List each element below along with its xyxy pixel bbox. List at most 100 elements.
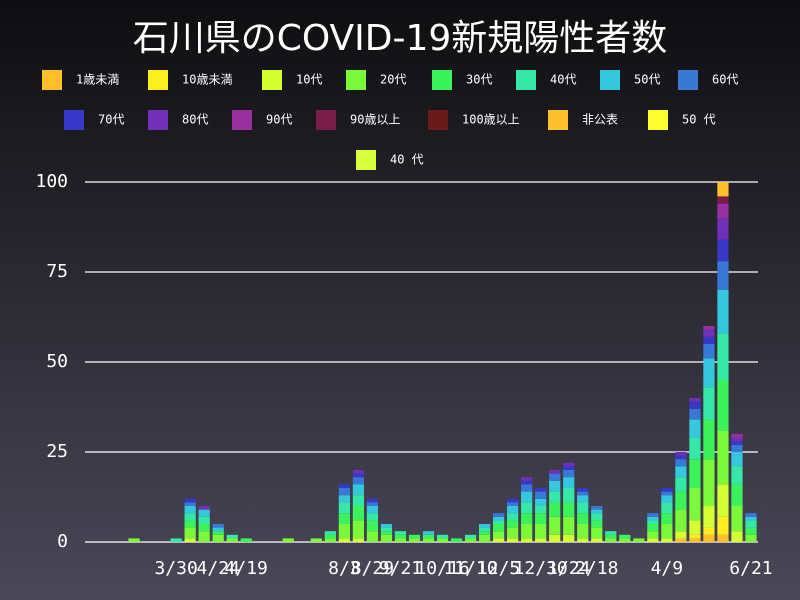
bar-segment <box>717 203 729 218</box>
bar-segment <box>226 534 238 539</box>
bar-segment <box>717 261 729 290</box>
legend-label: 100歳以上 <box>462 113 520 127</box>
legend-swatch <box>42 70 62 90</box>
bar-segment <box>352 538 365 542</box>
bar-segment <box>408 538 421 542</box>
bar-segment <box>689 408 701 420</box>
bar-segment <box>380 524 393 528</box>
bar-segment <box>324 534 336 539</box>
bar-segment <box>338 538 350 542</box>
bar-segment <box>577 513 589 524</box>
bar-segment <box>577 524 589 539</box>
bar-segment <box>338 484 350 488</box>
bar-segment <box>717 534 729 542</box>
bar-segment <box>689 520 701 535</box>
bar-segment <box>380 534 393 542</box>
bar-segment <box>703 419 715 460</box>
bar-segment <box>493 538 505 542</box>
x-tick-label: 12/5 <box>477 558 520 579</box>
bar-segment <box>338 488 350 496</box>
bar-segment <box>661 513 673 524</box>
x-tick-label: 4/9 <box>651 558 684 579</box>
bar-segment <box>563 534 575 542</box>
bar-segment <box>535 491 547 499</box>
bar-segment <box>717 333 729 380</box>
bar-segment <box>338 502 350 514</box>
bar-segment <box>745 516 757 521</box>
bar-segment <box>352 484 365 496</box>
bar-segment <box>212 534 224 542</box>
bar-segment <box>408 534 421 539</box>
bar-segment <box>521 480 533 485</box>
bar-segment <box>521 502 533 514</box>
bar-segment <box>352 495 365 506</box>
legend-label: 40代 <box>550 73 576 87</box>
bar-segment <box>507 520 519 528</box>
bar-segment <box>394 531 407 535</box>
bar-segment <box>675 491 687 510</box>
legend-swatch <box>678 70 698 90</box>
bar-segment <box>535 524 547 539</box>
x-tick-label: 2/18 <box>575 558 618 579</box>
legend-label: 10歳未満 <box>182 73 232 87</box>
bar-segment <box>478 524 491 528</box>
bar-segment <box>535 538 547 542</box>
legend-swatch <box>600 70 620 90</box>
legend-swatch <box>148 110 168 130</box>
bar-segment <box>591 520 603 528</box>
bar-segment <box>647 538 659 542</box>
bar-segment <box>647 520 659 524</box>
bar-segment <box>535 498 547 506</box>
bar-segment <box>464 534 477 539</box>
bar-segment <box>591 538 603 542</box>
bar-segment <box>352 520 365 539</box>
bar-segment <box>198 509 210 517</box>
x-tick-label: 12/30 <box>514 558 568 579</box>
x-tick-label: 8/29 <box>351 558 394 579</box>
bar-segment <box>577 495 589 503</box>
bar-segment <box>731 452 743 467</box>
bar-segment <box>282 538 294 542</box>
bar-segment <box>703 326 715 330</box>
bar-segment <box>563 502 575 517</box>
bar-segment <box>647 513 659 517</box>
bar-segment <box>198 524 210 532</box>
bar-segment <box>535 506 547 514</box>
bar-segment <box>675 509 687 532</box>
bar-segment <box>507 498 519 503</box>
bar-segment <box>212 527 224 532</box>
bar-segment <box>184 527 196 539</box>
bar-segment <box>689 398 701 402</box>
bar-segment <box>703 527 715 535</box>
legend-swatch <box>346 70 366 90</box>
bar-segment <box>717 484 729 517</box>
bar-segment <box>675 466 687 478</box>
bar-segment <box>675 455 687 460</box>
y-tick-label: 25 <box>46 441 68 462</box>
bar-segment <box>689 437 701 460</box>
bar-segment <box>535 488 547 492</box>
bar-segment <box>745 534 757 542</box>
bar-segment <box>184 520 196 528</box>
bar-segment <box>731 506 743 532</box>
bar-segment <box>493 524 505 532</box>
bar-segment <box>577 488 589 492</box>
bar-segment <box>521 538 533 542</box>
bar-segment <box>717 182 729 197</box>
bar-segment <box>380 531 393 535</box>
bar-segment <box>633 538 645 542</box>
bar-segment <box>394 538 407 542</box>
bar-segment <box>521 513 533 524</box>
x-tick-label: 9/21 <box>379 558 422 579</box>
legend-label: 50代 <box>634 73 660 87</box>
bar-segment <box>745 527 757 535</box>
legend-label: 50 代 <box>682 113 716 127</box>
bar-segment <box>366 506 379 514</box>
bar-segment <box>731 466 743 485</box>
bar-segment <box>563 466 575 470</box>
legend-label: 30代 <box>466 73 492 87</box>
bar-segment <box>493 520 505 524</box>
bar-segment <box>689 534 701 539</box>
bar-segment <box>310 538 322 542</box>
bar-segment <box>549 502 561 517</box>
